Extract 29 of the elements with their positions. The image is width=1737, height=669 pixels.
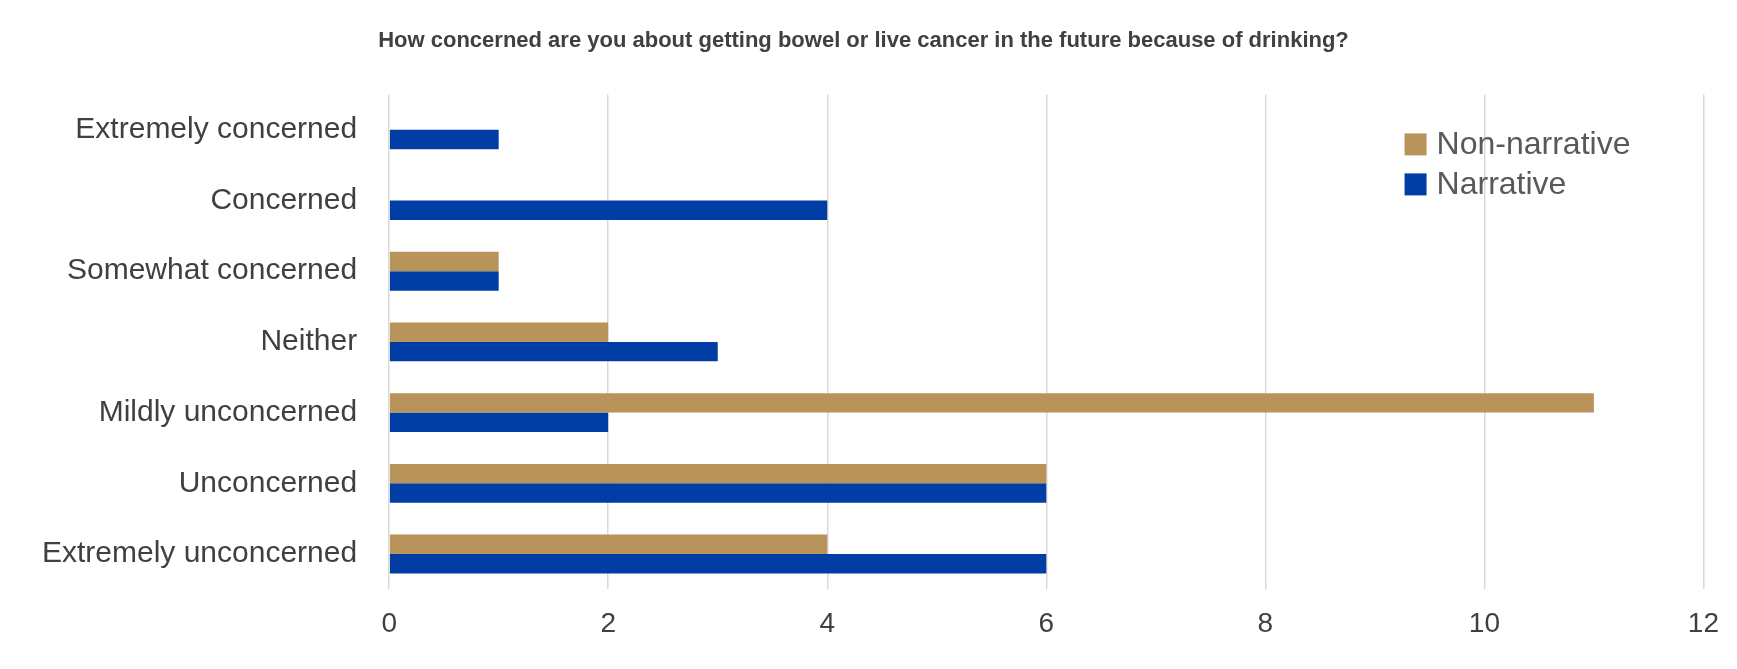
x-tick-label: 6: [1038, 606, 1055, 638]
bar: [389, 200, 828, 220]
x-tick-label: 12: [1687, 606, 1720, 638]
bar: [389, 483, 1047, 503]
bar: [389, 534, 828, 555]
y-tick-label: Unconcerned: [178, 464, 358, 498]
bar: [389, 393, 1594, 413]
bar: [389, 412, 609, 433]
y-tick-label: Somewhat concerned: [66, 252, 358, 286]
x-tick-label: 8: [1257, 606, 1274, 638]
y-tick-label: Extremely unconcerned: [41, 535, 358, 569]
chart-title: How concerned are you about getting bowel or live cancer in the future because of drinking?: [378, 27, 1349, 53]
x-tick-label: 10: [1468, 606, 1500, 638]
bar: [389, 129, 499, 150]
y-tick-label: Concerned: [210, 181, 358, 215]
bar: [389, 463, 1047, 484]
legend-label: Narrative: [1436, 165, 1567, 202]
bar: [389, 554, 1047, 574]
bar: [389, 341, 718, 362]
x-tick-label: 0: [381, 606, 397, 638]
legend-label: Non-narrative: [1436, 125, 1631, 162]
y-tick-label: Mildly unconcerned: [98, 393, 358, 427]
bar: [389, 271, 499, 291]
x-tick-label: 4: [819, 606, 836, 638]
y-tick-label: Extremely concerned: [75, 111, 358, 145]
x-tick-label: 2: [600, 606, 616, 638]
bar: [389, 322, 609, 342]
y-tick-label: Neither: [260, 323, 358, 357]
bar: [389, 251, 499, 272]
